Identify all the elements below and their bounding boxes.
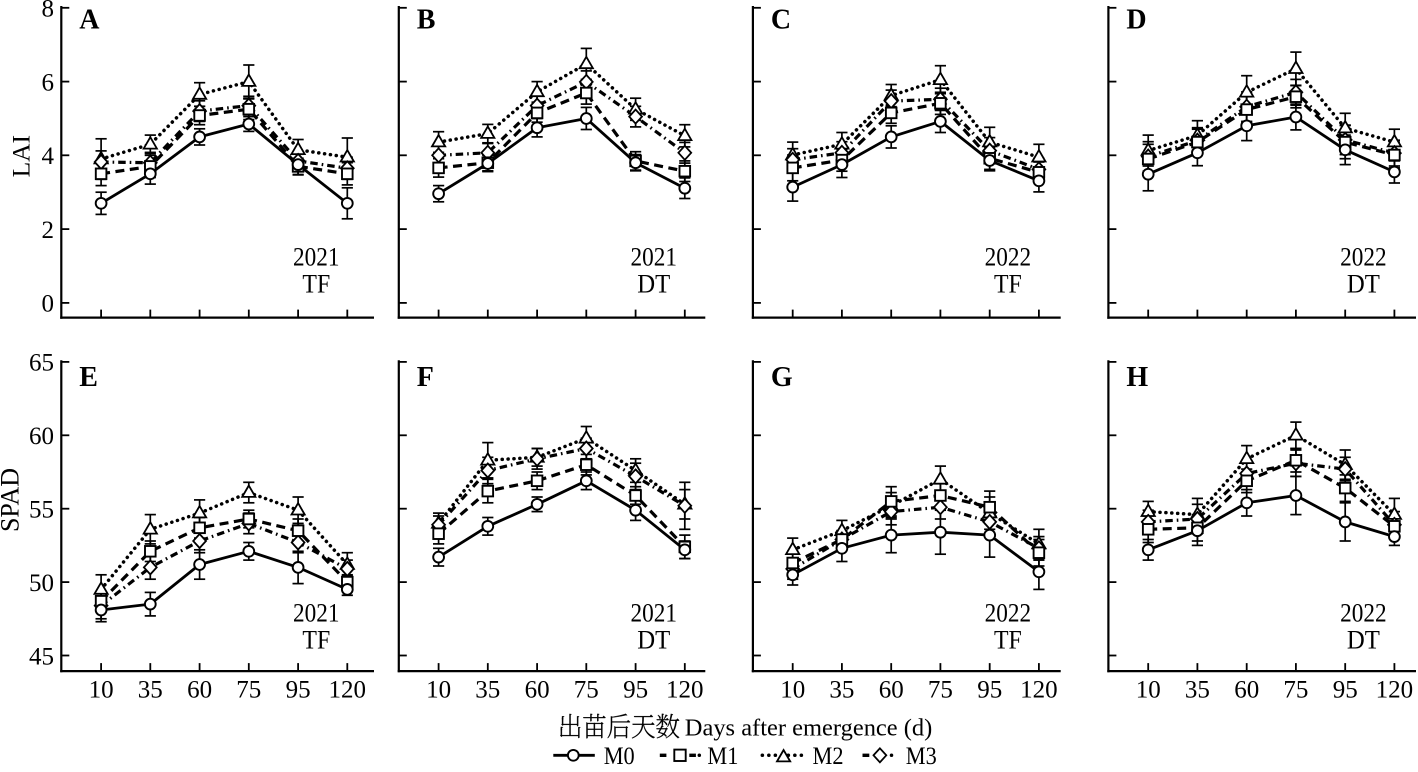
svg-text:2022: 2022 [1340, 242, 1387, 271]
svg-text:M0: M0 [604, 743, 635, 767]
svg-text:2021: 2021 [631, 599, 678, 628]
svg-text:2022: 2022 [985, 599, 1032, 628]
svg-text:75: 75 [1283, 676, 1308, 703]
svg-text:75: 75 [236, 676, 261, 703]
svg-text:DT: DT [1347, 626, 1380, 655]
svg-text:4: 4 [42, 143, 55, 170]
svg-text:TF: TF [994, 269, 1022, 298]
svg-text:75: 75 [928, 676, 953, 703]
svg-text:60: 60 [879, 676, 904, 703]
svg-text:95: 95 [286, 676, 311, 703]
svg-text:10: 10 [89, 676, 114, 703]
svg-text:120: 120 [1020, 676, 1058, 703]
svg-text:2022: 2022 [985, 242, 1032, 271]
svg-text:G: G [771, 362, 793, 393]
svg-text:35: 35 [829, 676, 854, 703]
svg-text:H: H [1126, 362, 1148, 393]
svg-text:65: 65 [29, 350, 54, 377]
svg-text:C: C [771, 4, 791, 35]
svg-text:60: 60 [525, 676, 550, 703]
svg-text:10: 10 [1136, 676, 1161, 703]
svg-text:DT: DT [1347, 269, 1380, 298]
svg-text:M1: M1 [707, 743, 738, 767]
svg-text:8: 8 [42, 0, 55, 23]
svg-text:M3: M3 [906, 743, 937, 767]
svg-text:DT: DT [637, 269, 670, 298]
svg-text:Days after emergence (d): Days after emergence (d) [685, 715, 933, 742]
svg-text:0: 0 [42, 291, 55, 318]
svg-text:LAI: LAI [7, 135, 36, 177]
svg-text:60: 60 [187, 676, 212, 703]
svg-text:120: 120 [666, 676, 704, 703]
svg-text:2021: 2021 [293, 242, 340, 271]
svg-text:TF: TF [302, 269, 330, 298]
svg-text:75: 75 [574, 676, 599, 703]
svg-text:10: 10 [780, 676, 805, 703]
svg-text:A: A [79, 4, 100, 35]
svg-text:TF: TF [302, 626, 330, 655]
svg-text:60: 60 [29, 423, 54, 450]
svg-text:M2: M2 [813, 743, 844, 767]
svg-text:DT: DT [637, 626, 670, 655]
svg-text:120: 120 [1376, 676, 1414, 703]
svg-text:B: B [417, 4, 436, 35]
svg-text:95: 95 [977, 676, 1002, 703]
svg-text:2022: 2022 [1340, 599, 1387, 628]
svg-text:45: 45 [29, 643, 54, 670]
svg-text:2: 2 [42, 217, 55, 244]
svg-text:95: 95 [1333, 676, 1358, 703]
svg-text:F: F [417, 362, 434, 393]
svg-text:50: 50 [29, 570, 54, 597]
svg-text:E: E [79, 362, 98, 393]
svg-text:35: 35 [475, 676, 500, 703]
svg-text:2021: 2021 [293, 599, 340, 628]
svg-text:35: 35 [1185, 676, 1210, 703]
svg-text:120: 120 [329, 676, 367, 703]
svg-text:SPAD: SPAD [0, 468, 25, 532]
svg-text:6: 6 [42, 69, 55, 96]
svg-text:10: 10 [426, 676, 451, 703]
svg-text:D: D [1126, 4, 1146, 35]
svg-text:2021: 2021 [631, 242, 678, 271]
svg-text:35: 35 [138, 676, 163, 703]
svg-text:95: 95 [623, 676, 648, 703]
svg-text:55: 55 [29, 497, 54, 524]
svg-text:60: 60 [1234, 676, 1259, 703]
svg-text:TF: TF [994, 626, 1022, 655]
